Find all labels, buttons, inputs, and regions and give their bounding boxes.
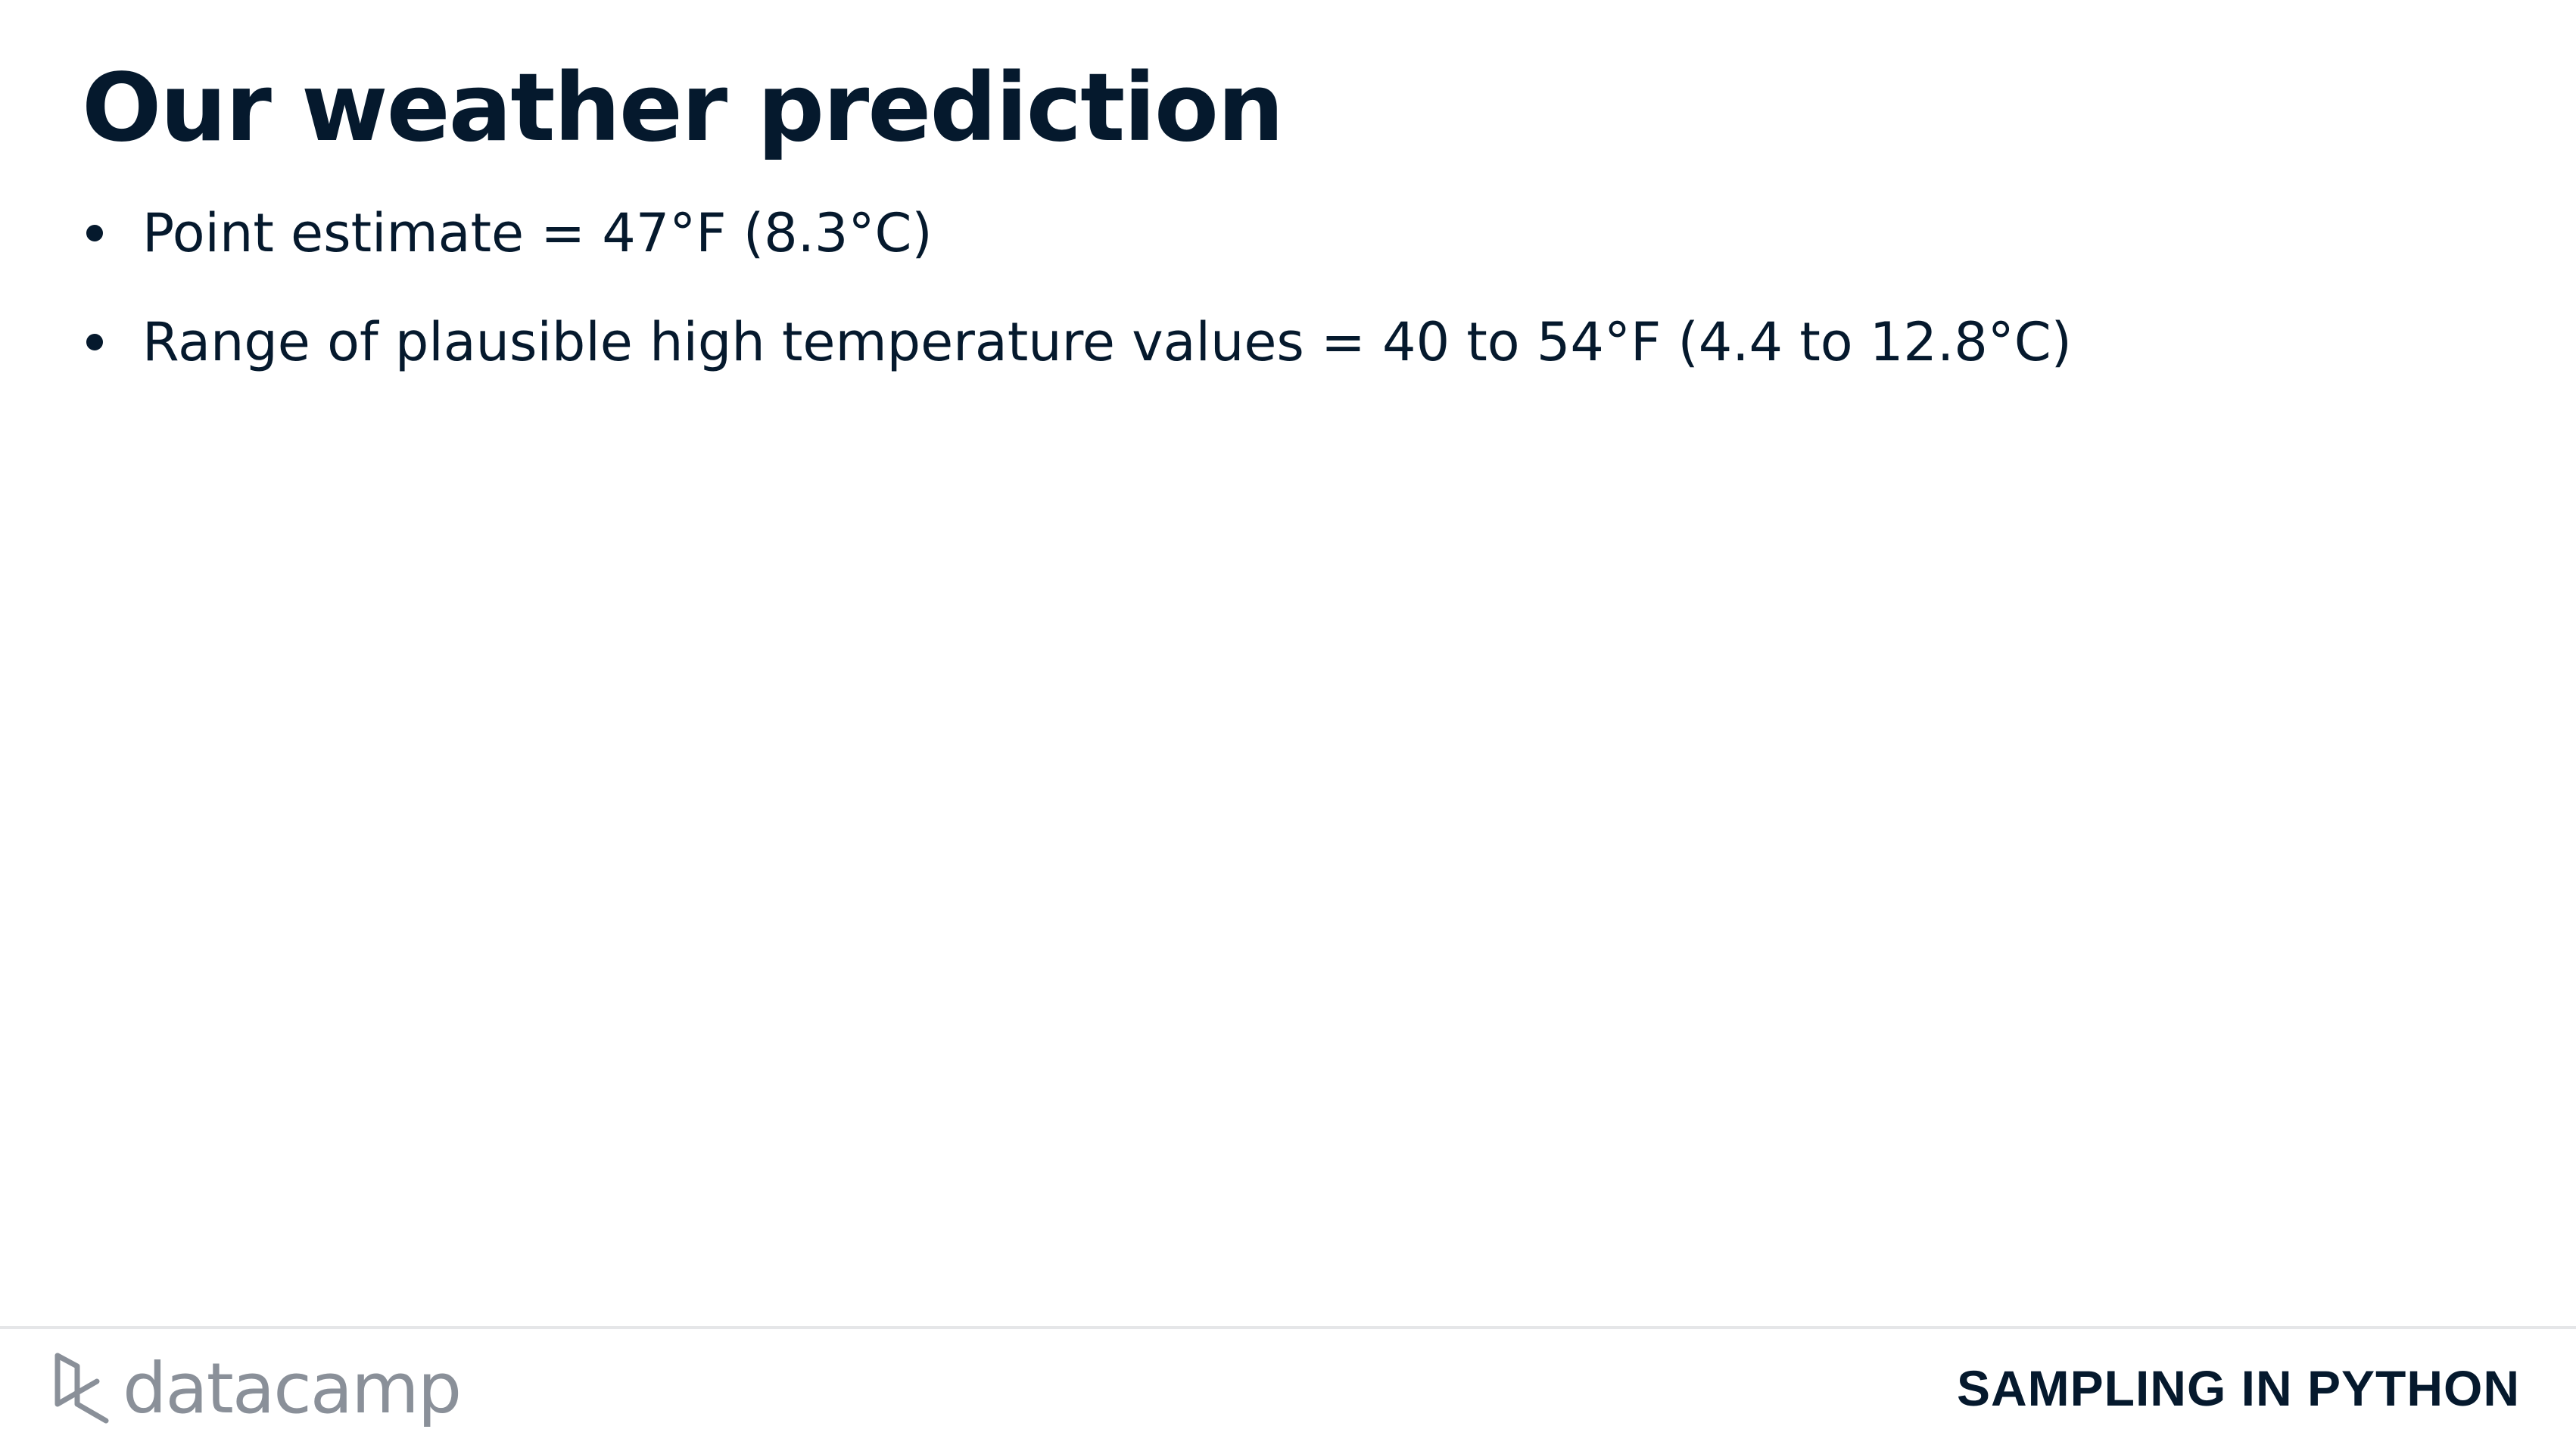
- course-name: SAMPLING IN PYTHON: [1956, 1360, 2520, 1416]
- bullet-item-point-estimate: Point estimate = 47°F (8.3°C): [82, 195, 2072, 271]
- datacamp-logo: datacamp: [51, 1347, 462, 1431]
- bullet-icon: [86, 225, 103, 241]
- logo-wordmark: datacamp: [123, 1348, 462, 1429]
- bullet-item-range: Range of plausible high temperature valu…: [82, 304, 2072, 380]
- footer-divider: [0, 1326, 2576, 1329]
- datacamp-logo-icon: [55, 1353, 109, 1424]
- bullet-text: Point estimate = 47°F (8.3°C): [142, 202, 933, 264]
- slide-title: Our weather prediction: [82, 54, 1284, 163]
- bullet-icon: [86, 334, 103, 350]
- bullet-list: Point estimate = 47°F (8.3°C) Range of p…: [82, 195, 2072, 413]
- bullet-text: Range of plausible high temperature valu…: [142, 311, 2072, 373]
